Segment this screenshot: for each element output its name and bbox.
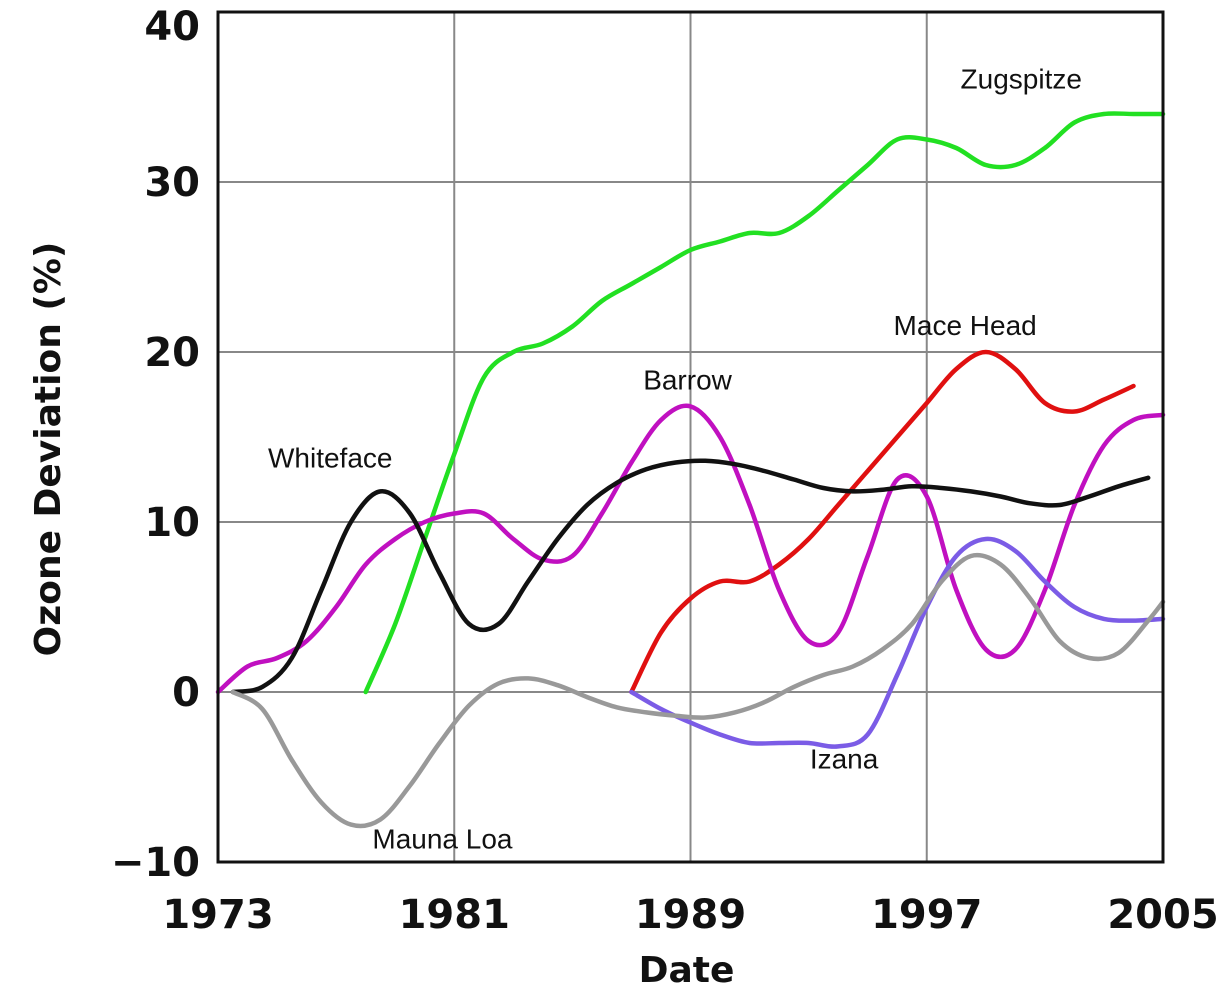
y-tick-label: −10 [111, 840, 200, 886]
series-label-mace-head: Mace Head [894, 310, 1037, 341]
grid-lines [217, 11, 1164, 863]
series-label-barrow: Barrow [643, 364, 732, 395]
y-tick-label: 10 [144, 500, 200, 546]
series-line-whiteface [230, 458, 1151, 695]
y-tick-label: 40 [144, 4, 200, 50]
x-tick-label: 1989 [635, 892, 746, 938]
y-axis-title: Ozone Deviation (%) [28, 242, 69, 657]
series-lines [215, 111, 1166, 829]
x-axis-title: Date [639, 950, 735, 990]
series-line-mace-head [629, 349, 1136, 695]
series-line-mauna-loa [230, 552, 1166, 829]
series-line-zugspitze [363, 111, 1166, 695]
series-line-izana [629, 536, 1166, 749]
x-tick-label: 2005 [1107, 892, 1218, 938]
x-tick-label: 1981 [399, 892, 510, 938]
series-label-izana: Izana [810, 744, 879, 775]
series-label-zugspitze: Zugspitze [961, 64, 1082, 95]
plot-frame [216, 10, 1165, 864]
y-tick-label: 20 [144, 330, 200, 376]
series-label-mauna-loa: Mauna Loa [372, 823, 513, 854]
x-tick-label: 1997 [871, 892, 982, 938]
tick-labels: 1973 1981 1989 1997 2005 −10 0 10 20 30 40 [111, 4, 1219, 938]
series-label-whiteface: Whiteface [268, 443, 393, 474]
series-labels: Zugspitze Mace Head Barrow Whiteface Izana Ma… [268, 64, 1082, 855]
x-tick-label: 1973 [162, 892, 273, 938]
y-tick-label: 30 [144, 160, 200, 206]
series-line-barrow [215, 403, 1166, 695]
y-tick-label: 0 [172, 670, 200, 716]
